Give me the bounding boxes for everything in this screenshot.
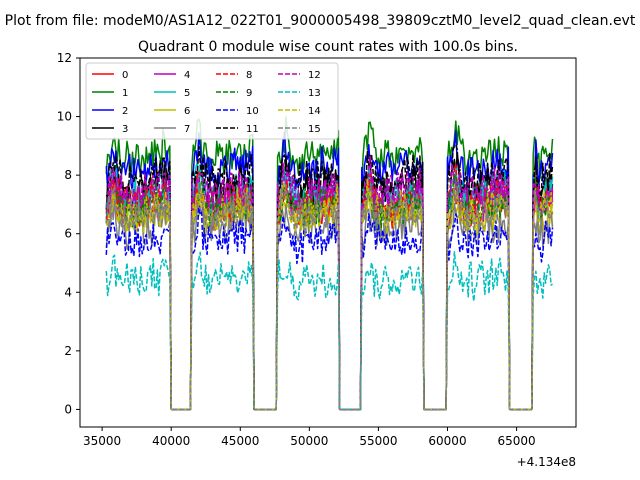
x-tick-label: 65000 [497,434,535,448]
legend-label-module-14: 14 [308,106,321,117]
y-tick-label: 6 [64,227,72,241]
y-tick-label: 4 [64,285,72,299]
y-axis: 0 2 4 6 8 10 12 [57,51,80,416]
legend-label-module-15: 15 [308,124,321,135]
legend-label-module-8: 8 [246,70,252,81]
y-tick-label: 0 [64,402,72,416]
legend-label-module-9: 9 [246,88,252,99]
y-tick-label: 10 [57,110,72,124]
legend-label-module-2: 2 [122,106,128,117]
y-tick-label: 8 [64,168,72,182]
legend-label-module-6: 6 [184,106,190,117]
legend-label-module-10: 10 [246,106,259,117]
x-offset-label: +4.134e8 [517,455,576,469]
legend-box [85,62,339,140]
x-tick-label: 45000 [221,434,259,448]
legend-label-module-7: 7 [184,124,190,135]
x-tick-label: 40000 [152,434,190,448]
y-tick-label: 2 [64,344,72,358]
x-tick-label: 35000 [83,434,121,448]
y-tick-label: 12 [57,51,72,65]
series-line-module-10 [105,203,554,411]
legend-label-module-5: 5 [184,88,190,99]
series-layer [105,116,554,411]
chart-title: Quadrant 0 module wise count rates with … [138,39,518,55]
legend-label-module-1: 1 [122,88,128,99]
legend-label-module-4: 4 [184,70,190,81]
x-axis: 35000 40000 45000 50000 55000 60000 65000 [83,427,536,448]
legend-label-module-0: 0 [122,70,128,81]
plot-frame [79,57,577,428]
series-line-module-15 [105,181,554,411]
legend-label-module-12: 12 [308,70,321,81]
legend-label-module-13: 13 [308,88,321,99]
x-tick-label: 60000 [428,434,466,448]
legend-label-module-11: 11 [246,124,259,135]
x-tick-label: 55000 [359,434,397,448]
x-tick-label: 50000 [290,434,328,448]
suptitle: Plot from file: modeM0/AS1A12_022T01_900… [5,13,636,29]
legend-label-module-3: 3 [122,124,128,135]
